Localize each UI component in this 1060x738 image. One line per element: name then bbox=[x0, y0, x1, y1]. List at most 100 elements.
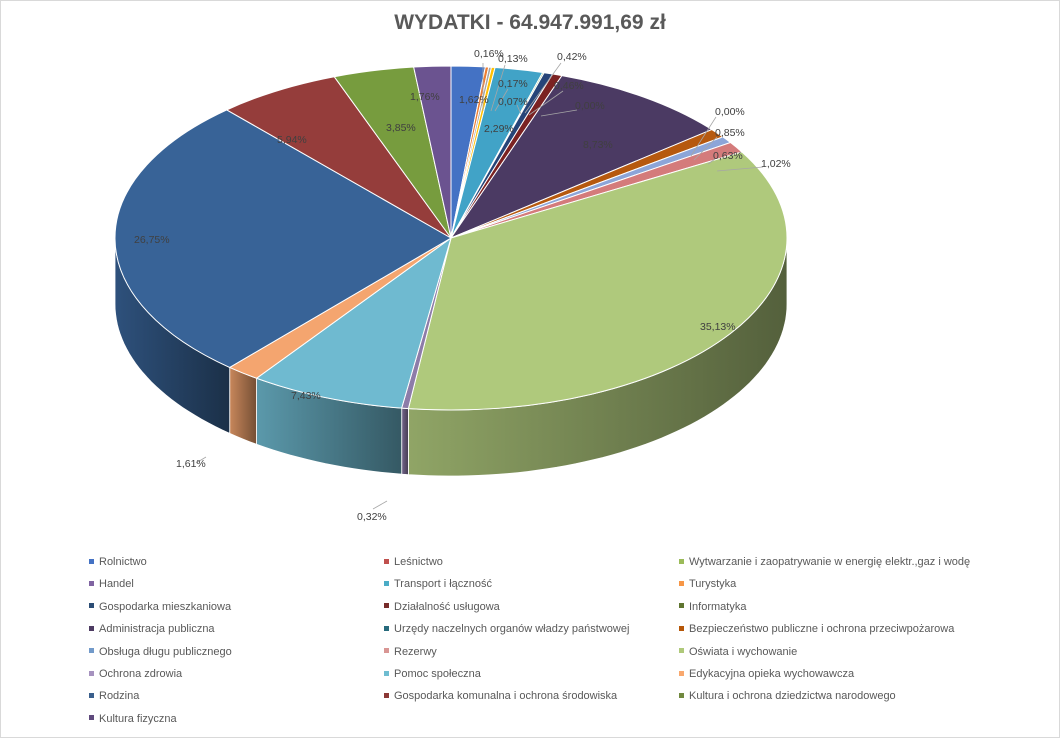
legend-label: Rezerwy bbox=[394, 645, 437, 658]
legend-label: Ochrona zdrowia bbox=[99, 668, 183, 680]
data-label-10: 8,73% bbox=[583, 139, 613, 151]
data-label-4: 0,17% bbox=[498, 78, 528, 90]
data-label-6: 0,07% bbox=[498, 96, 528, 108]
legend-swatch bbox=[384, 670, 389, 676]
data-label-18: 1,61% bbox=[176, 458, 206, 470]
legend-item: Rolnictwo bbox=[89, 555, 147, 569]
legend-item: Oświata i wychowanie bbox=[679, 645, 797, 659]
data-label-3: 0,13% bbox=[498, 53, 528, 65]
legend-label: Edykacyjna opieka wychowawcza bbox=[689, 668, 855, 680]
data-label-13: 0,63% bbox=[713, 150, 743, 162]
data-label-17: 7,43% bbox=[291, 390, 321, 402]
legend-swatch bbox=[384, 603, 389, 609]
data-label-7: 0,42% bbox=[557, 51, 587, 63]
legend-item: Urzędy naczelnych organów władzy państwo… bbox=[384, 622, 629, 636]
leader-line-11 bbox=[690, 116, 717, 157]
legend-swatch bbox=[679, 648, 684, 654]
legend-item: Gospodarka komunalna i ochrona środowisk… bbox=[384, 689, 617, 703]
data-label-11: 0,00% bbox=[715, 106, 745, 118]
data-label-8: 0,46% bbox=[554, 80, 584, 92]
legend-label: Transport i łączność bbox=[394, 578, 493, 591]
legend-item: Rodzina bbox=[89, 689, 139, 703]
leader-line-16 bbox=[372, 500, 388, 510]
leader-line-14 bbox=[716, 166, 764, 172]
legend-swatch bbox=[89, 692, 94, 698]
legend-swatch bbox=[89, 580, 94, 586]
legend-label: Turystyka bbox=[689, 578, 737, 591]
legend-swatch bbox=[679, 670, 684, 676]
legend-item: Wytwarzanie i zaopatrywanie w energię el… bbox=[679, 555, 970, 569]
legend-swatch bbox=[679, 692, 684, 698]
slice-side-16 bbox=[401, 407, 409, 476]
legend-item: Administracja publiczna bbox=[89, 622, 215, 636]
slice-22 bbox=[413, 65, 452, 239]
data-label-22: 1,76% bbox=[410, 91, 440, 103]
data-label-20: 5,94% bbox=[277, 134, 307, 146]
slice-10 bbox=[449, 75, 713, 240]
data-label-16: 0,32% bbox=[357, 511, 387, 523]
legend-item: Gospodarka mieszkaniowa bbox=[89, 600, 231, 614]
legend-label: Handel bbox=[99, 578, 134, 591]
legend-item: Edykacyjna opieka wychowawcza bbox=[679, 667, 854, 681]
data-label-21: 3,85% bbox=[386, 122, 416, 134]
legend-swatch bbox=[679, 625, 684, 631]
legend-item: Działalność usługowa bbox=[384, 600, 500, 614]
legend-swatch bbox=[384, 580, 389, 586]
legend-label: Bezpieczeństwo publiczne i ochrona przec… bbox=[689, 623, 955, 636]
legend-item: Ochrona zdrowia bbox=[89, 667, 182, 681]
legend-label: Leśnictwo bbox=[394, 556, 443, 568]
legend-swatch bbox=[384, 648, 389, 654]
data-label-12: 0,85% bbox=[715, 127, 745, 139]
slice-20 bbox=[225, 76, 452, 239]
data-label-15: 35,13% bbox=[700, 321, 736, 333]
legend-swatch bbox=[679, 603, 684, 609]
legend-label: Pomoc społeczna bbox=[394, 668, 481, 680]
legend-label: Administracja publiczna bbox=[99, 623, 215, 636]
legend-label: Rolnictwo bbox=[99, 556, 147, 568]
data-label-9: 0,00% bbox=[575, 100, 605, 112]
legend-label: Obsługa długu publicznego bbox=[99, 645, 232, 658]
legend-label: Gospodarka komunalna i ochrona środowisk… bbox=[394, 690, 618, 703]
legend-item: Handel bbox=[89, 577, 134, 591]
legend-swatch bbox=[89, 715, 94, 721]
leader-line-6 bbox=[516, 104, 522, 115]
data-labels: 1,62% 0,16%0,13% 0,17% 2,29% 0,07% 0,42% 0,46%… bbox=[134, 48, 791, 523]
legend-item: Rezerwy bbox=[384, 645, 437, 659]
legend-label: Kultura fizyczna bbox=[99, 712, 177, 725]
legend-label: Kultura i ochrona dziedzictwa narodowego bbox=[689, 690, 896, 703]
legend-swatch bbox=[384, 625, 389, 631]
leader-line-8 bbox=[528, 90, 564, 116]
legend-swatch bbox=[89, 558, 94, 564]
data-label-14: 1,02% bbox=[761, 158, 791, 170]
legend-label: Rodzina bbox=[99, 690, 140, 703]
leader-line-7 bbox=[524, 62, 562, 114]
legend-swatch bbox=[679, 580, 684, 586]
legend-item: Leśnictwo bbox=[384, 555, 443, 569]
legend-item: Obsługa długu publicznego bbox=[89, 645, 232, 659]
leader-line-3 bbox=[490, 64, 506, 112]
legend-item: Pomoc społeczna bbox=[384, 667, 481, 681]
slice-17 bbox=[255, 236, 452, 409]
leader-line-4 bbox=[494, 88, 509, 112]
pie-chart: 1,62% 0,16%0,13% 0,17% 2,29% 0,07% 0,42% 0,46%… bbox=[114, 48, 791, 523]
legend-swatch bbox=[89, 625, 94, 631]
legend-label: Wytwarzanie i zaopatrywanie w energię el… bbox=[689, 556, 971, 568]
leader-line-13 bbox=[707, 158, 716, 165]
legend-swatch bbox=[384, 692, 389, 698]
legend-item: Transport i łączność bbox=[384, 577, 492, 591]
legend-swatch bbox=[679, 558, 684, 564]
data-label-1: 1,62% bbox=[459, 94, 489, 106]
legend-item: Bezpieczeństwo publiczne i ochrona przec… bbox=[679, 622, 954, 636]
slice-19 bbox=[114, 109, 452, 368]
legend-item: Turystyka bbox=[679, 577, 736, 591]
legend-swatch bbox=[89, 603, 94, 609]
legend-label: Urzędy naczelnych organów władzy państwo… bbox=[394, 623, 630, 636]
legend-label: Informatyka bbox=[689, 600, 747, 613]
legend-label: Oświata i wychowanie bbox=[689, 645, 798, 658]
leader-line-18 bbox=[195, 456, 207, 464]
slice-side-18 bbox=[229, 366, 257, 445]
legend-item: Kultura i ochrona dziedzictwa narodowego bbox=[679, 689, 896, 703]
legend-item: Informatyka bbox=[679, 600, 746, 614]
leader-line-9 bbox=[540, 109, 578, 117]
